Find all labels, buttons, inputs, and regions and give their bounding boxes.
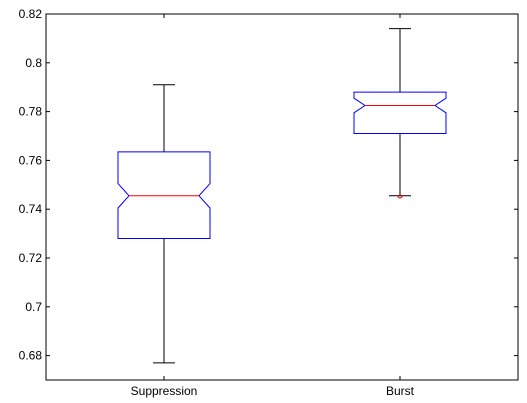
y-tick-label: 0.82: [19, 7, 43, 21]
outlier-marker: [396, 194, 404, 199]
plot-area: [45, 13, 519, 381]
y-tick-label: 0.7: [25, 300, 42, 314]
y-tick-label: 0.78: [19, 105, 43, 119]
y-tick-label: 0.74: [19, 202, 43, 216]
notched-box: [353, 91, 447, 135]
x-tick-label: Suppression: [131, 384, 198, 398]
box-series: [117, 28, 447, 364]
y-tick-label: 0.8: [25, 56, 42, 70]
box-burst: [353, 28, 447, 199]
x-tick-label: Burst: [386, 384, 415, 398]
x-axis: Suppression Burst: [131, 14, 415, 398]
notched-box: [117, 151, 211, 239]
y-axis: 0.68 0.7 0.72 0.74 0.76 0.78 0.8 0.82: [19, 7, 518, 363]
y-tick-label: 0.68: [19, 349, 43, 363]
box-suppression: [117, 84, 211, 364]
y-tick-label: 0.76: [19, 153, 43, 167]
y-tick-label: 0.72: [19, 251, 43, 265]
